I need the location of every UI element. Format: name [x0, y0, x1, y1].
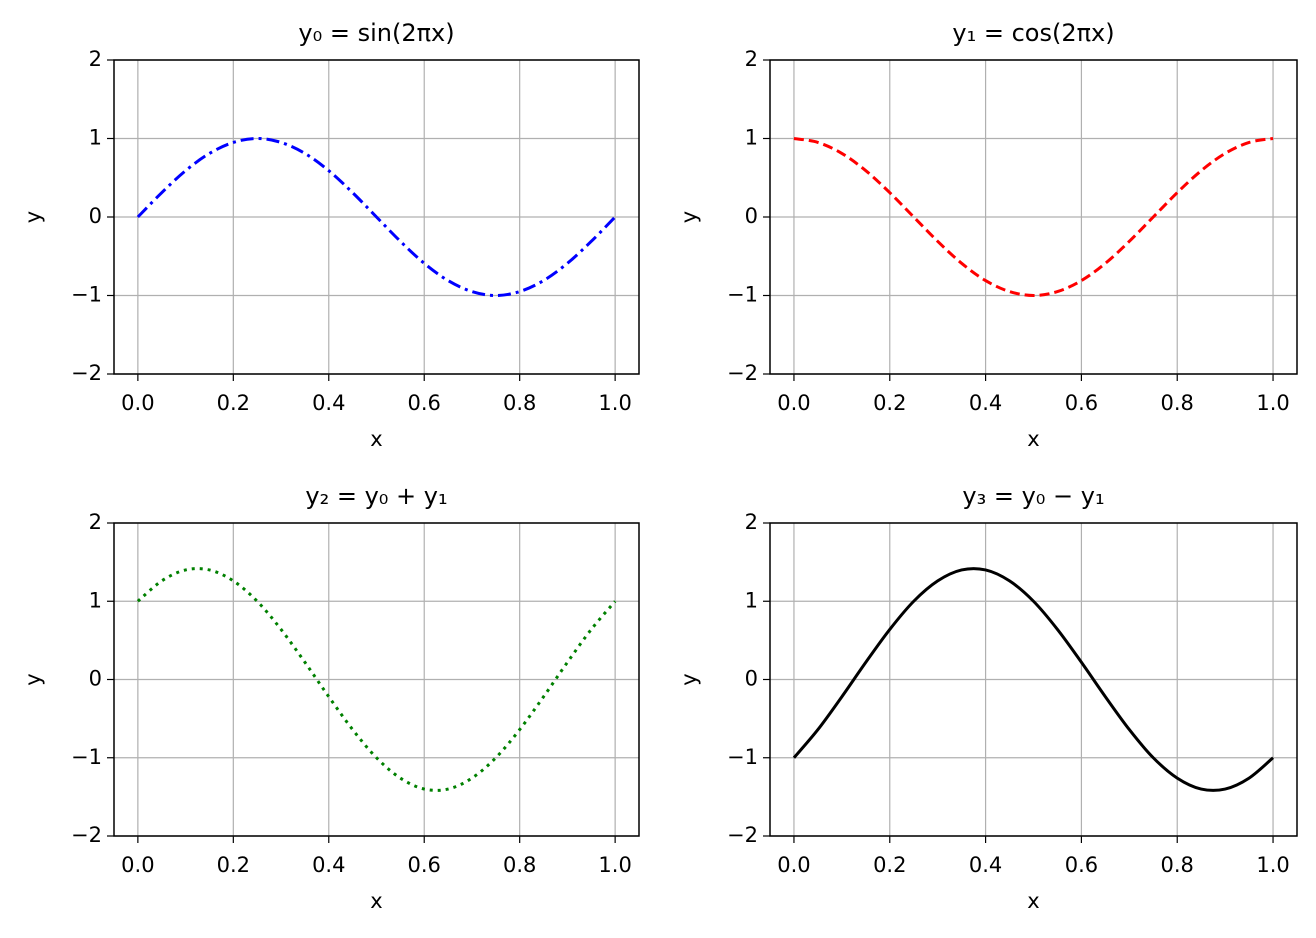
x-tick-label: 0.4: [312, 391, 345, 415]
y-tick-label: −2: [727, 823, 758, 847]
line: [136, 136, 617, 298]
y-tick-label: −2: [71, 823, 102, 847]
x-axis-label: x: [370, 889, 382, 913]
y-axis-label: y: [21, 673, 45, 685]
chart-title: y₃ = y₀ − y₁: [962, 482, 1104, 510]
x-tick-label: 0.8: [1161, 391, 1194, 415]
y-tick-label: 0: [745, 667, 758, 691]
axes-frame: [113, 59, 640, 375]
x-tick-label: 0.2: [873, 391, 906, 415]
x-axis-label: x: [1027, 427, 1039, 451]
x-tick-label: 0.2: [873, 853, 906, 877]
y-axis-label: y: [21, 211, 45, 223]
x-tick-label: 0.8: [503, 853, 536, 877]
line: [792, 567, 1275, 792]
subplot: 0.0 0.2 0.4 0.6 0.8 1.0 −2 −1 0 1 2 y₁ = cos(2πx) x y: [677, 19, 1298, 451]
axes-frame: [769, 59, 1298, 375]
chart-title: y₀ = sin(2πx): [298, 19, 454, 47]
x-tick-label: 1.0: [598, 853, 631, 877]
chart-title: y₂ = y₀ + y₁: [305, 482, 447, 510]
y-tick-label: −2: [727, 361, 758, 385]
y-tick-label: 1: [89, 126, 102, 150]
y-tick-label: 0: [745, 204, 758, 228]
line: [793, 137, 1274, 298]
x-axis-label: x: [370, 427, 382, 451]
y-tick-label: 1: [89, 588, 102, 612]
x-tick-label: 0.2: [217, 853, 250, 877]
y-tick-label: 1: [745, 588, 758, 612]
x-tick-label: 0.0: [777, 391, 810, 415]
y-axis-label: y: [677, 673, 701, 685]
y-tick-label: 2: [89, 47, 102, 71]
axes-frame: [769, 522, 1298, 837]
y-tick-label: 1: [745, 126, 758, 150]
x-tick-label: 0.4: [312, 853, 345, 877]
x-tick-label: 0.2: [217, 391, 250, 415]
x-tick-label: 0.4: [969, 391, 1002, 415]
y-tick-label: 0: [89, 204, 102, 228]
subplot: 0.0 0.2 0.4 0.6 0.8 1.0 −2 −1 0 1 2 y₂ = y₀ + y₁ x y: [21, 482, 640, 913]
y-tick-label: −1: [727, 283, 758, 307]
x-tick-label: 0.8: [503, 391, 536, 415]
subplot: 0.0 0.2 0.4 0.6 0.8 1.0 −2 −1 0 1 2 y₃ = y₀ − y₁ x y: [677, 482, 1298, 913]
x-tick-label: 1.0: [1256, 391, 1289, 415]
x-tick-label: 1.0: [1256, 853, 1289, 877]
x-tick-label: 0.0: [777, 853, 810, 877]
y-tick-label: 2: [89, 510, 102, 534]
x-tick-label: 0.0: [121, 853, 154, 877]
chart-title: y₁ = cos(2πx): [952, 19, 1114, 47]
axes-frame: [113, 522, 640, 837]
y-tick-label: 2: [745, 47, 758, 71]
x-tick-label: 1.0: [598, 391, 631, 415]
x-tick-label: 0.4: [969, 853, 1002, 877]
x-tick-label: 0.6: [408, 853, 441, 877]
y-tick-label: −1: [71, 283, 102, 307]
x-tick-label: 0.0: [121, 391, 154, 415]
x-tick-label: 0.6: [408, 391, 441, 415]
x-axis-label: x: [1027, 889, 1039, 913]
line: [136, 567, 617, 792]
y-axis-label: y: [677, 211, 701, 223]
x-tick-label: 0.8: [1161, 853, 1194, 877]
y-tick-label: 0: [89, 667, 102, 691]
subplot: 0.0 0.2 0.4 0.6 0.8 1.0 −2 −1 0 1 2 y₀ = sin(2πx) x y: [21, 19, 640, 451]
x-tick-label: 0.6: [1065, 391, 1098, 415]
x-tick-label: 0.6: [1065, 853, 1098, 877]
y-tick-label: −1: [727, 745, 758, 769]
y-tick-label: −2: [71, 361, 102, 385]
y-tick-label: 2: [745, 510, 758, 534]
y-tick-label: −1: [71, 745, 102, 769]
